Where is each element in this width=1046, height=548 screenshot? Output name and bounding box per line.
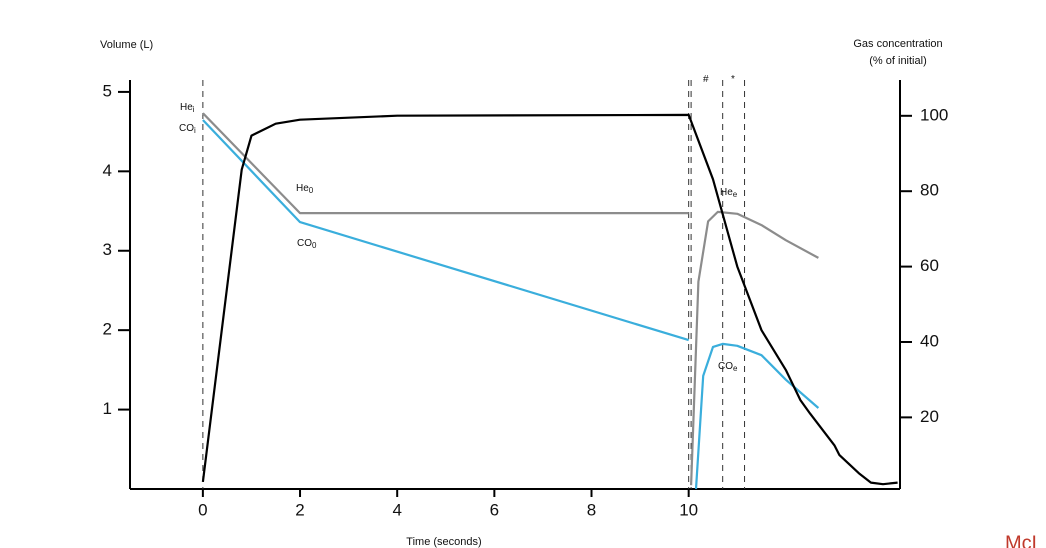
annotation: Hei	[180, 102, 195, 114]
annotation: *	[731, 74, 735, 85]
y-tick-label: 2	[103, 320, 112, 339]
x-tick-label: 4	[392, 500, 401, 519]
annotation-sub: 0	[309, 186, 314, 195]
y-tick-label: 3	[103, 240, 112, 259]
x-tick-label: 2	[295, 500, 304, 519]
annotation: COe	[718, 361, 738, 373]
annotation: Hee	[720, 187, 738, 199]
x-axis-label: Time (seconds)	[406, 536, 481, 548]
annotation-sub: e	[733, 190, 738, 199]
series-line	[202, 112, 819, 486]
y2-axis-label: (% of initial)	[869, 55, 926, 67]
annotation: He0	[296, 183, 314, 195]
x-tick-label: 6	[490, 500, 499, 519]
annotation-text: He	[296, 183, 309, 194]
y-tick-label: 4	[103, 161, 112, 180]
y2-tick-label: 100	[920, 105, 948, 124]
annotation-text: *	[731, 74, 735, 85]
annotation-text: He	[180, 102, 193, 113]
series-line	[202, 119, 820, 490]
annotation-sub: 0	[312, 241, 317, 250]
y-tick-label: 5	[103, 81, 112, 100]
annotation: COi	[179, 123, 196, 135]
annotation-text: CO	[718, 361, 733, 372]
annotation-text: CO	[179, 123, 194, 134]
y-tick-label: 1	[103, 399, 112, 418]
y2-tick-label: 60	[920, 256, 939, 275]
y2-axis-label: Gas concentration	[853, 38, 942, 50]
annotation-sub: i	[193, 105, 195, 114]
annotation-text: #	[703, 74, 709, 85]
annotation: CO0	[297, 238, 317, 250]
annotation-sub: e	[733, 364, 738, 373]
footer: McL	[1005, 532, 1043, 548]
y2-tick-label: 20	[920, 407, 939, 426]
annotation-sub: i	[194, 126, 196, 135]
annotation: #	[703, 74, 709, 85]
series-line	[201, 113, 898, 486]
y-axis-label: Volume (L)	[100, 39, 153, 51]
y2-tick-label: 40	[920, 331, 939, 350]
x-tick-label: 8	[587, 500, 596, 519]
annotation-text: He	[720, 187, 733, 198]
annotation-text: CO	[297, 238, 312, 249]
x-tick-label: 10	[679, 500, 698, 519]
x-tick-label: 0	[198, 500, 207, 519]
y2-tick-label: 80	[920, 181, 939, 200]
